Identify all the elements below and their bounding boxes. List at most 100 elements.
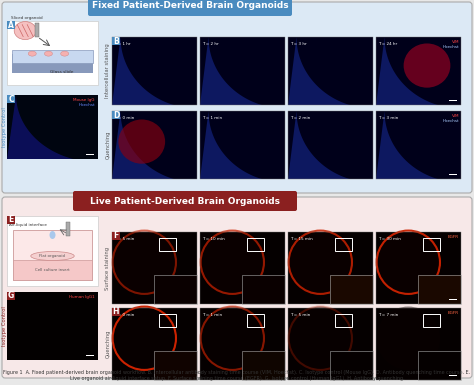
Text: Air-liquid interface: Air-liquid interface bbox=[9, 223, 47, 227]
Text: T = 1 hr: T = 1 hr bbox=[114, 42, 131, 46]
Text: Hoechst: Hoechst bbox=[442, 119, 459, 123]
Bar bbox=[288, 308, 373, 380]
Bar bbox=[423, 314, 440, 327]
Polygon shape bbox=[376, 37, 461, 105]
Bar bbox=[112, 308, 197, 380]
Polygon shape bbox=[288, 111, 373, 179]
Bar bbox=[288, 37, 373, 105]
Bar bbox=[155, 351, 197, 380]
Bar bbox=[419, 351, 461, 380]
Text: G: G bbox=[8, 291, 14, 301]
Text: B: B bbox=[113, 37, 119, 45]
Polygon shape bbox=[112, 111, 197, 179]
Bar bbox=[288, 308, 373, 380]
Circle shape bbox=[289, 306, 352, 370]
Bar bbox=[13, 260, 92, 280]
Bar bbox=[200, 111, 285, 179]
Bar bbox=[112, 232, 197, 304]
Bar bbox=[376, 232, 461, 304]
Bar bbox=[66, 222, 70, 236]
Ellipse shape bbox=[28, 51, 36, 56]
Text: D: D bbox=[113, 110, 119, 119]
Ellipse shape bbox=[61, 51, 69, 56]
Bar bbox=[200, 308, 285, 380]
Text: Hoechst: Hoechst bbox=[442, 45, 459, 49]
Text: A: A bbox=[8, 20, 14, 30]
Circle shape bbox=[377, 231, 440, 294]
Text: T = 24 hr: T = 24 hr bbox=[378, 42, 397, 46]
Bar bbox=[12, 54, 93, 73]
Bar bbox=[112, 232, 197, 304]
Bar bbox=[112, 37, 197, 105]
Bar bbox=[247, 238, 264, 251]
Circle shape bbox=[377, 306, 440, 370]
Text: C: C bbox=[8, 94, 14, 104]
Text: Quenching: Quenching bbox=[106, 131, 110, 159]
Bar bbox=[200, 111, 285, 179]
Bar bbox=[200, 232, 285, 304]
Bar bbox=[112, 308, 197, 380]
Text: E: E bbox=[9, 216, 14, 224]
Bar bbox=[423, 238, 440, 251]
Bar bbox=[330, 275, 373, 304]
Bar bbox=[449, 100, 457, 101]
Bar bbox=[419, 275, 461, 304]
Ellipse shape bbox=[118, 119, 165, 164]
Text: Fixed Patient-Derived Brain Organoids: Fixed Patient-Derived Brain Organoids bbox=[91, 2, 288, 10]
Text: T = 15 min: T = 15 min bbox=[290, 237, 313, 241]
Polygon shape bbox=[7, 95, 98, 159]
Text: Glass slide: Glass slide bbox=[50, 70, 73, 74]
Bar bbox=[288, 111, 373, 179]
Ellipse shape bbox=[31, 251, 74, 261]
Bar bbox=[86, 154, 94, 155]
Bar bbox=[376, 111, 461, 179]
Polygon shape bbox=[200, 37, 285, 105]
Bar bbox=[35, 23, 39, 37]
FancyBboxPatch shape bbox=[73, 191, 297, 211]
Text: EGFR: EGFR bbox=[448, 311, 459, 315]
Circle shape bbox=[289, 231, 352, 294]
Text: T = 7 min: T = 7 min bbox=[378, 313, 398, 317]
Bar bbox=[7, 292, 15, 300]
Text: T = 2 min: T = 2 min bbox=[290, 116, 310, 120]
Bar bbox=[155, 275, 197, 304]
Text: T = 5 min: T = 5 min bbox=[290, 313, 310, 317]
Bar bbox=[288, 37, 373, 105]
Bar bbox=[7, 21, 15, 29]
Bar bbox=[376, 111, 461, 179]
FancyBboxPatch shape bbox=[88, 0, 292, 16]
Bar bbox=[376, 308, 461, 380]
Bar bbox=[376, 232, 461, 304]
Ellipse shape bbox=[14, 22, 36, 40]
Bar bbox=[13, 230, 92, 280]
Circle shape bbox=[201, 231, 264, 294]
Bar bbox=[200, 37, 285, 105]
Bar bbox=[7, 21, 98, 85]
Circle shape bbox=[113, 306, 176, 370]
Text: VIM: VIM bbox=[452, 114, 459, 118]
Text: T = 10 min: T = 10 min bbox=[202, 237, 225, 241]
Bar bbox=[7, 216, 98, 286]
Bar bbox=[243, 351, 285, 380]
Bar bbox=[112, 232, 120, 240]
Bar bbox=[7, 95, 15, 103]
Bar bbox=[12, 50, 93, 63]
Ellipse shape bbox=[404, 44, 450, 88]
Bar bbox=[330, 275, 373, 304]
Bar bbox=[376, 37, 461, 105]
Text: T = 2 hr: T = 2 hr bbox=[202, 42, 219, 46]
Bar bbox=[288, 111, 373, 179]
Bar bbox=[449, 299, 457, 300]
Bar bbox=[112, 37, 197, 105]
Bar bbox=[376, 308, 461, 380]
Bar bbox=[243, 275, 285, 304]
Bar bbox=[243, 351, 285, 380]
Text: Flat organoid: Flat organoid bbox=[39, 254, 65, 258]
Ellipse shape bbox=[49, 231, 55, 239]
Text: Quenching: Quenching bbox=[106, 330, 110, 358]
Text: Live Patient-Derived Brain Organoids: Live Patient-Derived Brain Organoids bbox=[90, 196, 280, 206]
Text: T = 0 min: T = 0 min bbox=[114, 313, 134, 317]
Text: Isotype Control: Isotype Control bbox=[2, 306, 8, 346]
Bar bbox=[376, 37, 461, 105]
Text: Hoechst: Hoechst bbox=[78, 103, 95, 107]
